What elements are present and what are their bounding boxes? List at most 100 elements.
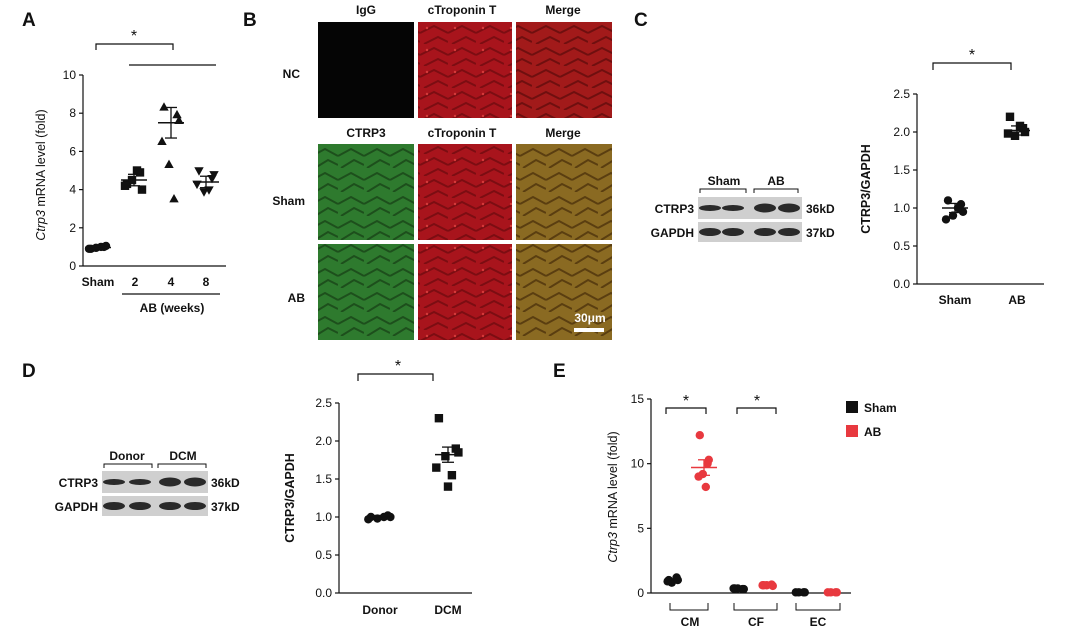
d-y-axis-title: CTRP3/GAPDH bbox=[283, 453, 297, 543]
c-blot-gapdh bbox=[698, 222, 802, 242]
b-image-nc-merge bbox=[516, 22, 612, 118]
d-band-ctrp3 bbox=[184, 477, 206, 487]
a-point bbox=[194, 167, 204, 176]
c-band-size-37: 37kD bbox=[806, 226, 835, 240]
e-legend-sham: Sham bbox=[864, 401, 897, 415]
a-point bbox=[174, 115, 184, 125]
a-point bbox=[159, 102, 169, 111]
e-sig-star-cf: * bbox=[754, 393, 760, 410]
b-image-sham-troponin bbox=[418, 144, 512, 240]
b-image-ab-troponin bbox=[418, 244, 512, 340]
c-band-ctrp3 bbox=[778, 203, 800, 213]
a-point bbox=[84, 244, 94, 254]
panel-d: D Donor DCM CTRP3 GAPDH 36kD 37kD 0.0 0.5… bbox=[22, 358, 472, 617]
c-band-label-gapdh: GAPDH bbox=[651, 226, 694, 240]
a-point bbox=[169, 193, 179, 203]
b-header-troponin-2: cTroponin T bbox=[428, 126, 497, 140]
e-point-sham bbox=[800, 588, 809, 597]
c-point bbox=[1010, 131, 1020, 140]
b-image-ab-ctrp3 bbox=[318, 244, 414, 340]
c-ytick-label: 1.0 bbox=[893, 201, 910, 215]
d-ytick-label: 0.5 bbox=[315, 548, 332, 562]
d-band-gapdh bbox=[159, 502, 181, 510]
c-band-gapdh bbox=[778, 228, 800, 236]
d-blot-bracket-donor bbox=[103, 463, 153, 468]
e-cat-cf: CF bbox=[748, 615, 764, 629]
a-sig-bracket bbox=[95, 43, 174, 50]
c-blot-bracket-sham bbox=[699, 188, 747, 193]
d-blot-bracket-dcm bbox=[157, 463, 207, 468]
a-cat-4: 4 bbox=[168, 275, 175, 289]
e-sig-bracket-cm bbox=[665, 407, 707, 414]
a-group-label: AB (weeks) bbox=[140, 301, 205, 315]
d-band-gapdh bbox=[129, 502, 151, 510]
a-sig-star: * bbox=[131, 28, 137, 45]
c-blot-bracket-ab bbox=[753, 188, 799, 193]
b-image-sham-merge bbox=[516, 144, 612, 240]
d-blot-group-dcm: DCM bbox=[169, 449, 196, 463]
d-point bbox=[454, 448, 463, 457]
panel-c: C Sham AB CTRP3 GAPDH 36kD 37kD 0.0 0.5 1.… bbox=[634, 10, 1044, 307]
d-point bbox=[443, 482, 453, 491]
d-band-size-37: 37kD bbox=[211, 500, 240, 514]
e-group-bracket-cm bbox=[669, 603, 709, 611]
b-image-sham-ctrp3 bbox=[318, 144, 414, 240]
b-scale-label: 30μm bbox=[574, 311, 605, 325]
b-row-sham: Sham bbox=[272, 194, 305, 208]
e-cat-cm: CM bbox=[681, 615, 700, 629]
d-ytick-label: 0.0 bbox=[315, 586, 332, 600]
e-point-ab bbox=[832, 588, 841, 597]
d-ytick-label: 1.0 bbox=[315, 510, 332, 524]
c-blot-group-ab: AB bbox=[767, 174, 785, 188]
d-sig-bracket bbox=[357, 373, 434, 381]
e-sig-star-cm: * bbox=[683, 393, 689, 410]
e-cat-ec: EC bbox=[810, 615, 827, 629]
panel-letter-a: A bbox=[22, 10, 36, 31]
b-header-merge-1: Merge bbox=[545, 3, 581, 17]
e-ytick-label: 5 bbox=[637, 521, 644, 535]
c-ytick-label: 1.5 bbox=[893, 163, 910, 177]
c-band-ctrp3 bbox=[754, 203, 776, 213]
c-point bbox=[1003, 129, 1013, 138]
e-point-ab bbox=[694, 472, 703, 481]
c-band-size-36: 36kD bbox=[806, 202, 835, 216]
d-point bbox=[434, 414, 444, 423]
panel-letter-b: B bbox=[243, 10, 257, 31]
e-point-ab bbox=[701, 482, 710, 492]
a-ytick-label: 6 bbox=[69, 144, 76, 158]
a-cat-2: 2 bbox=[132, 275, 139, 289]
e-point-sham bbox=[673, 575, 682, 585]
b-image-nc-troponin bbox=[418, 22, 512, 118]
c-band-ctrp3 bbox=[699, 205, 721, 211]
a-point bbox=[132, 166, 142, 175]
panel-e: E 0 5 10 15 Ctrp3 mRNA level (fold) CM CF E… bbox=[553, 361, 897, 629]
a-ytick-label: 2 bbox=[69, 221, 76, 235]
c-y-axis-title: CTRP3/GAPDH bbox=[859, 144, 873, 234]
a-point bbox=[137, 185, 147, 194]
c-band-gapdh bbox=[754, 228, 776, 236]
d-point bbox=[447, 471, 457, 480]
b-scale-bar bbox=[574, 328, 604, 332]
a-ytick-label: 8 bbox=[69, 106, 76, 120]
d-sig-star: * bbox=[395, 358, 401, 375]
a-point bbox=[157, 136, 167, 146]
e-point-sham bbox=[729, 584, 738, 593]
c-point bbox=[1020, 127, 1030, 137]
a-point bbox=[204, 186, 214, 195]
c-point bbox=[943, 196, 953, 205]
c-sig-star: * bbox=[969, 47, 975, 64]
e-point-ab bbox=[826, 588, 835, 597]
d-point bbox=[441, 452, 450, 461]
a-ylabel-italic: Ctrp3 bbox=[34, 210, 48, 241]
e-group-bracket-ec bbox=[795, 603, 841, 611]
c-cat-ab: AB bbox=[1008, 293, 1026, 307]
a-cat-8: 8 bbox=[203, 275, 210, 289]
a-point bbox=[209, 171, 219, 180]
d-band-gapdh bbox=[103, 502, 125, 510]
a-point bbox=[164, 159, 174, 168]
panel-letter-d: D bbox=[22, 361, 36, 382]
c-blot-ctrp3 bbox=[698, 197, 802, 219]
e-ylabel-rest: mRNA level (fold) bbox=[606, 431, 620, 532]
panel-a: A 0 2 4 6 8 10 Ctrp3 mRNA level (fold) Sham 2… bbox=[22, 10, 226, 315]
d-cat-dcm: DCM bbox=[434, 603, 461, 617]
